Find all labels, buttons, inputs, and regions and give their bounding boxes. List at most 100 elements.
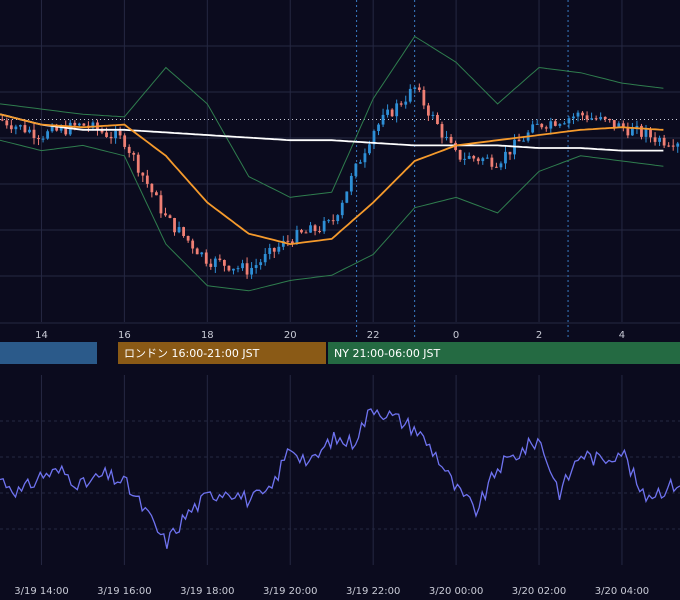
price-x-tick-label: 14 bbox=[35, 330, 48, 341]
candle-body bbox=[390, 109, 394, 117]
candle-body bbox=[567, 118, 571, 124]
candle-body bbox=[517, 139, 521, 142]
candle-body bbox=[132, 152, 136, 155]
candle-body bbox=[213, 258, 217, 267]
candle-body bbox=[32, 129, 36, 139]
candle-body bbox=[458, 149, 462, 160]
session-london-label: ロンドン 16:00-21:00 JST bbox=[124, 347, 260, 360]
candle-body bbox=[263, 253, 267, 263]
candle-body bbox=[14, 126, 18, 130]
price-x-tick-label: 16 bbox=[118, 330, 131, 341]
candle-body bbox=[340, 202, 344, 216]
session-tokyo-band bbox=[0, 342, 97, 364]
oscillator-panel bbox=[0, 375, 680, 565]
candle-body bbox=[55, 126, 59, 131]
price-x-tick-label: 2 bbox=[536, 330, 542, 341]
candle-body bbox=[232, 268, 235, 271]
candle-body bbox=[440, 124, 444, 138]
candle-body bbox=[399, 103, 403, 105]
candle-body bbox=[191, 240, 195, 249]
candle-body bbox=[395, 103, 399, 117]
price-x-tick-label: 0 bbox=[453, 330, 459, 341]
candle-body bbox=[640, 125, 643, 137]
osc-x-tick-label: 3/20 00:00 bbox=[429, 586, 483, 597]
price-x-tick-label: 18 bbox=[201, 330, 214, 341]
candle-body bbox=[345, 191, 349, 203]
candle-body bbox=[535, 123, 539, 125]
session-ny-band bbox=[328, 342, 680, 364]
ma-long-line bbox=[0, 113, 664, 152]
candle-body bbox=[82, 123, 86, 126]
candle-body bbox=[386, 109, 389, 115]
candle-body bbox=[218, 258, 222, 261]
candle-body bbox=[603, 116, 607, 120]
candle-body bbox=[531, 124, 535, 133]
osc-x-tick-label: 3/19 14:00 bbox=[14, 586, 68, 597]
candle-body bbox=[490, 157, 494, 167]
session-london-band bbox=[118, 342, 326, 364]
osc-x-tick-label: 3/19 16:00 bbox=[97, 586, 151, 597]
session-ny-label: NY 21:00-06:00 JST bbox=[334, 347, 441, 360]
candle-body bbox=[481, 158, 485, 162]
candle-body bbox=[50, 126, 54, 132]
candle-body bbox=[23, 125, 27, 133]
price-x-tick-label: 20 bbox=[284, 330, 297, 341]
candle-body bbox=[617, 123, 621, 128]
candle-body bbox=[621, 123, 625, 128]
candle-body bbox=[322, 220, 326, 232]
price-x-tick-label: 22 bbox=[367, 330, 380, 341]
candle-body bbox=[19, 125, 22, 127]
candle-body bbox=[109, 136, 113, 139]
candle-body bbox=[417, 87, 421, 90]
candle-body bbox=[495, 166, 498, 168]
candle-body bbox=[572, 116, 575, 119]
candle-body bbox=[5, 120, 9, 126]
candle-body bbox=[377, 124, 380, 132]
candle-body bbox=[254, 265, 258, 268]
candle-body bbox=[73, 122, 77, 126]
candle-body bbox=[540, 123, 544, 128]
candle-body bbox=[667, 145, 671, 147]
osc-x-tick-label: 3/19 22:00 bbox=[346, 586, 400, 597]
candle-body bbox=[300, 230, 303, 233]
candle-body bbox=[558, 124, 562, 126]
candle-body bbox=[436, 114, 439, 125]
candle-body bbox=[195, 248, 199, 255]
candle-body bbox=[590, 118, 593, 120]
candle-body bbox=[177, 227, 181, 233]
candle-body bbox=[422, 89, 426, 106]
candle-body bbox=[576, 112, 580, 117]
candle-body bbox=[563, 123, 566, 125]
price-panel bbox=[0, 0, 680, 338]
candle-body bbox=[327, 220, 331, 222]
candle-body bbox=[286, 240, 290, 242]
price-x-tick-label: 4 bbox=[619, 330, 625, 341]
candle-body bbox=[363, 153, 367, 163]
candle-body bbox=[136, 154, 140, 173]
candle-body bbox=[28, 129, 31, 133]
candle-body bbox=[331, 220, 335, 222]
candle-body bbox=[472, 155, 476, 159]
osc-x-tick-label: 3/19 18:00 bbox=[180, 586, 234, 597]
candle-body bbox=[105, 132, 108, 137]
candle-body bbox=[581, 112, 584, 116]
candle-body bbox=[336, 215, 340, 222]
candle-body bbox=[159, 195, 163, 214]
candle-body bbox=[658, 137, 661, 142]
candle-body bbox=[227, 265, 231, 271]
candle-body bbox=[544, 127, 548, 129]
candle-body bbox=[150, 183, 154, 193]
candle-body bbox=[608, 119, 612, 121]
candle-body bbox=[41, 138, 45, 140]
candle-body bbox=[272, 247, 276, 252]
candle-body bbox=[404, 101, 408, 105]
candle-body bbox=[585, 115, 589, 120]
candle-body bbox=[37, 138, 40, 140]
candle-body bbox=[127, 146, 131, 153]
candle-body bbox=[200, 252, 204, 255]
candle-body bbox=[626, 127, 630, 136]
candle-body bbox=[671, 145, 675, 147]
oscillator-x-axis: 3/19 14:00 3/19 16:00 3/19 18:00 3/19 20:00… bbox=[14, 586, 649, 597]
candle-body bbox=[372, 131, 376, 145]
